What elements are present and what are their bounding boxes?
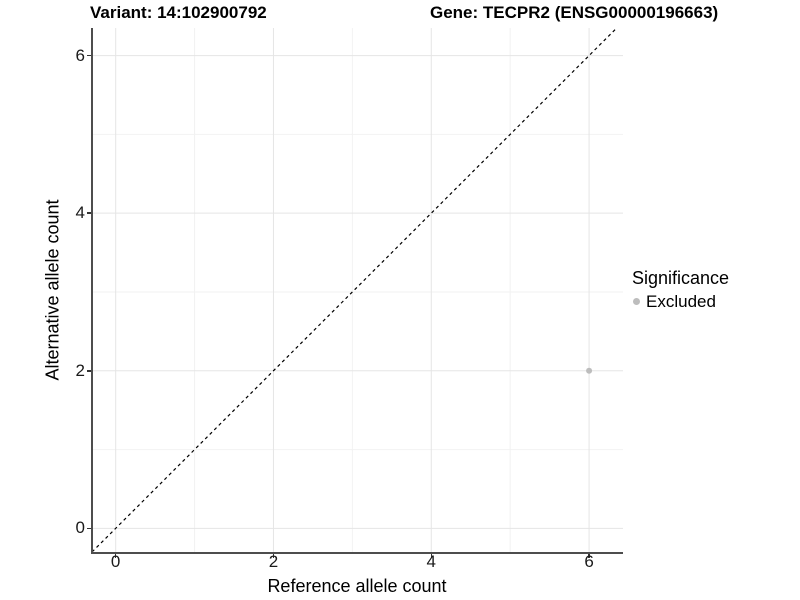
x-axis-title: Reference allele count	[267, 576, 447, 596]
data-point-excluded	[586, 367, 593, 374]
x-tick-mark	[272, 553, 275, 558]
x-tick-mark	[114, 553, 117, 558]
y-tick-mark	[86, 212, 91, 214]
x-tick-label: 4	[426, 552, 436, 571]
y-axis-line	[91, 28, 93, 553]
y-tick-mark	[86, 370, 91, 372]
y-tick-mark	[86, 54, 91, 57]
legend-item-label: Excluded	[646, 292, 716, 311]
x-tick-label: 2	[268, 552, 279, 571]
excluded-point-icon	[633, 298, 640, 305]
y-tick-label: 4	[75, 203, 85, 223]
legend-item-excluded: Excluded	[632, 292, 729, 311]
y-tick-label: 0	[75, 518, 85, 538]
y-tick-mark	[86, 527, 91, 530]
x-tick-label: 0	[110, 552, 121, 571]
y-tick-label: 2	[75, 360, 85, 380]
y-axis-title: Alternative allele count	[42, 199, 63, 381]
gene-title: Gene: TECPR2 (ENSG00000196663)	[430, 3, 719, 22]
x-tick-label: 6	[584, 552, 594, 571]
variant-title: Variant: 14:102900792	[90, 3, 267, 22]
x-tick-mark	[430, 553, 433, 558]
plot-panel	[91, 27, 623, 553]
legend: Significance Excluded	[632, 268, 729, 311]
identity-reference-line	[91, 27, 618, 553]
y-tick-label: 6	[75, 45, 85, 65]
plot-canvas	[91, 27, 623, 553]
x-tick-mark	[588, 553, 590, 558]
x-axis-line	[91, 552, 623, 554]
legend-title: Significance	[632, 268, 730, 288]
